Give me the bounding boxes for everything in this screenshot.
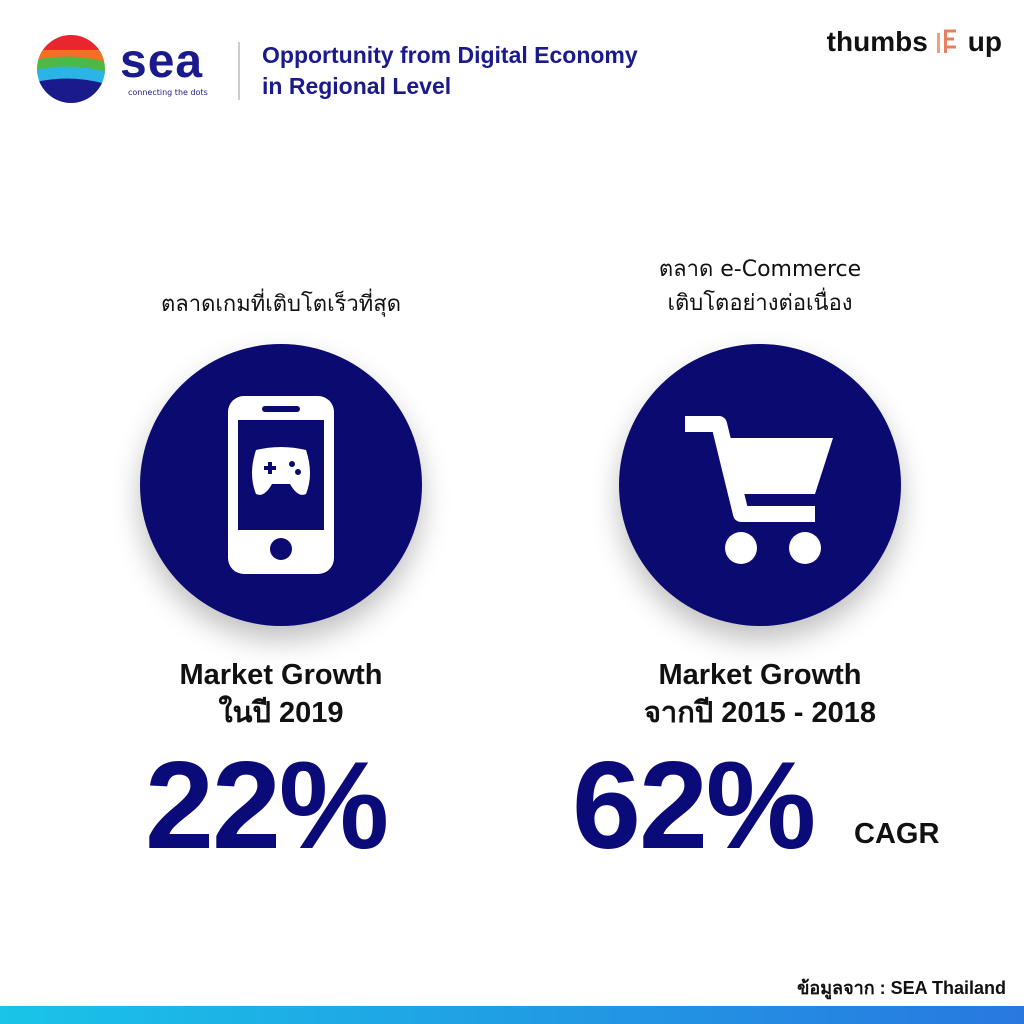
sea-logo — [37, 35, 105, 103]
title-line: Opportunity from Digital Economy — [262, 42, 638, 68]
brand-left: thumbs — [826, 26, 928, 57]
caption: ตลาด e-Commerce เติบโตอย่างต่อเนื่อง — [520, 253, 1000, 321]
logo-text: sea — [120, 35, 204, 88]
figure: 62% — [572, 737, 816, 875]
phone-icon — [228, 396, 334, 574]
bottom-bar — [0, 1006, 1024, 1024]
cart-icon — [685, 416, 833, 564]
caption-line: เติบโตอย่างต่อเนื่อง — [667, 291, 853, 316]
label-line: Market Growth — [658, 659, 862, 691]
divider — [238, 42, 240, 100]
caption: ตลาดเกมที่เติบโตเร็วที่สุด — [41, 288, 521, 322]
label-line: Market Growth — [179, 659, 383, 691]
figure-suffix: CAGR — [854, 818, 940, 850]
title-line: in Regional Level — [262, 73, 452, 99]
brand: thumbs up — [827, 26, 1002, 58]
label: Market Growth ในปี 2019 — [41, 656, 521, 732]
brand-icon — [936, 29, 956, 53]
logo-tagline: connecting the dots — [128, 88, 208, 97]
caption-line: ตลาด e-Commerce — [658, 257, 862, 282]
title: Opportunity from Digital Economy in Regi… — [262, 40, 638, 102]
figure: 22% — [145, 737, 389, 875]
label-line: จากปี 2015 - 2018 — [643, 697, 877, 729]
brand-right: up — [967, 26, 1002, 57]
caption-line: ตลาดเกมที่เติบโตเร็วที่สุด — [160, 292, 402, 317]
label-line: ในปี 2019 — [218, 697, 344, 729]
label: Market Growth จากปี 2015 - 2018 — [520, 656, 1000, 732]
source: ข้อมูลจาก : SEA Thailand — [797, 978, 1006, 998]
